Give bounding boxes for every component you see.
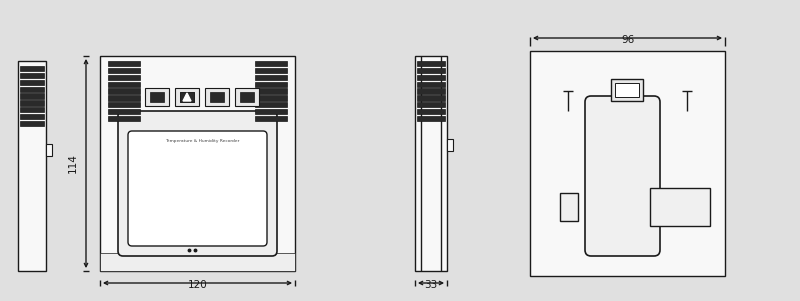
Text: 114: 114 bbox=[68, 154, 78, 173]
Bar bbox=[417, 102, 445, 107]
Bar bbox=[145, 88, 169, 106]
Bar bbox=[255, 82, 287, 87]
Bar bbox=[108, 75, 140, 80]
Bar bbox=[417, 95, 445, 101]
Bar bbox=[447, 139, 453, 151]
FancyBboxPatch shape bbox=[128, 131, 267, 246]
Bar bbox=[255, 116, 287, 121]
Bar bbox=[417, 68, 445, 73]
Text: 120: 120 bbox=[188, 280, 207, 290]
Bar bbox=[18, 61, 46, 271]
Bar bbox=[20, 114, 44, 119]
Bar bbox=[255, 95, 287, 101]
Bar bbox=[417, 109, 445, 114]
Bar bbox=[180, 92, 194, 102]
Bar bbox=[108, 82, 140, 87]
FancyBboxPatch shape bbox=[118, 111, 277, 256]
Bar bbox=[108, 68, 140, 73]
Bar bbox=[108, 61, 140, 66]
Polygon shape bbox=[183, 93, 191, 101]
Bar bbox=[150, 92, 164, 102]
Bar bbox=[108, 95, 140, 101]
Bar bbox=[615, 83, 639, 97]
Text: 96: 96 bbox=[621, 35, 634, 45]
Bar bbox=[100, 56, 295, 271]
FancyBboxPatch shape bbox=[585, 96, 660, 256]
Bar bbox=[235, 88, 259, 106]
Bar bbox=[108, 88, 140, 94]
Bar bbox=[100, 253, 295, 271]
Bar bbox=[417, 75, 445, 80]
Bar bbox=[255, 75, 287, 80]
Bar bbox=[180, 92, 194, 102]
Bar bbox=[210, 92, 224, 102]
Bar bbox=[20, 121, 44, 126]
Bar bbox=[20, 107, 44, 112]
Bar bbox=[108, 109, 140, 114]
Bar bbox=[417, 116, 445, 121]
Circle shape bbox=[542, 260, 546, 264]
Bar bbox=[611, 79, 643, 101]
Bar bbox=[20, 93, 44, 99]
Bar bbox=[20, 100, 44, 105]
Bar bbox=[255, 68, 287, 73]
Bar bbox=[417, 82, 445, 87]
Bar bbox=[108, 116, 140, 121]
Bar bbox=[417, 88, 445, 94]
Bar bbox=[560, 193, 578, 221]
Bar bbox=[20, 86, 44, 92]
Bar bbox=[255, 88, 287, 94]
Bar bbox=[108, 102, 140, 107]
Bar bbox=[255, 102, 287, 107]
Bar bbox=[417, 61, 445, 66]
Bar bbox=[255, 109, 287, 114]
Bar bbox=[530, 51, 725, 276]
Text: 33: 33 bbox=[424, 280, 438, 290]
Bar bbox=[240, 92, 254, 102]
Circle shape bbox=[542, 63, 546, 67]
Circle shape bbox=[709, 63, 713, 67]
Bar bbox=[175, 88, 199, 106]
Bar bbox=[415, 56, 447, 271]
Bar bbox=[650, 188, 710, 226]
Bar bbox=[255, 61, 287, 66]
Circle shape bbox=[709, 260, 713, 264]
Bar bbox=[46, 144, 52, 156]
Bar bbox=[20, 80, 44, 85]
Bar bbox=[20, 73, 44, 78]
Bar bbox=[20, 66, 44, 71]
Bar bbox=[205, 88, 229, 106]
Text: Temperature & Humidity Recorder: Temperature & Humidity Recorder bbox=[165, 139, 239, 143]
